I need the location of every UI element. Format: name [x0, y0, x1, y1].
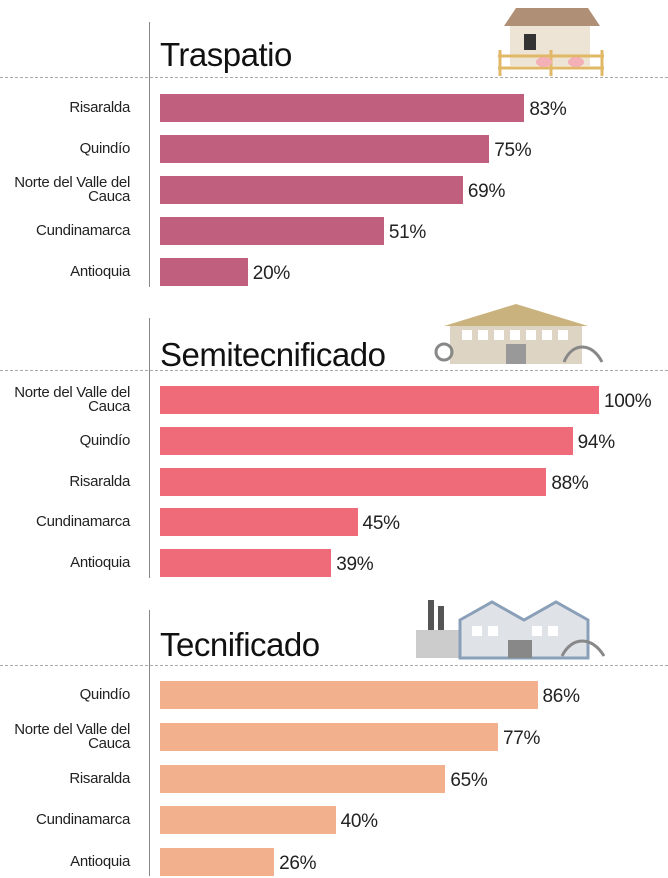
value-label: 100% — [604, 391, 652, 412]
bar — [160, 217, 384, 245]
bar — [160, 681, 538, 709]
chart-title: Traspatio — [160, 36, 292, 73]
bar — [160, 722, 499, 751]
barn-icon — [434, 304, 604, 364]
category-label: Risaralda — [69, 472, 130, 490]
bar — [160, 135, 490, 163]
divider — [0, 370, 668, 371]
bar — [160, 508, 358, 537]
farm-icon — [498, 8, 604, 76]
bar — [160, 386, 599, 414]
value-label: 51% — [388, 222, 427, 243]
value-label: 20% — [252, 263, 290, 284]
category-label: Norte del Valle del Cauca — [14, 720, 130, 752]
value-label: 86% — [542, 686, 580, 707]
bar — [160, 549, 332, 577]
section-axis — [149, 22, 150, 287]
category-label: Norte del Valle del Cauca — [14, 384, 130, 415]
section-axis — [149, 610, 150, 876]
bar — [160, 94, 525, 122]
bar — [160, 176, 463, 204]
value-label: 45% — [362, 513, 400, 535]
divider — [0, 665, 668, 666]
category-label: Cundinamarca — [36, 811, 130, 829]
category-label: Norte del Valle del Cauca — [14, 174, 130, 205]
value-label: 75% — [494, 140, 532, 161]
factory-icon — [416, 600, 606, 660]
chart-title: Semitecnificado — [160, 336, 386, 373]
value-label: 65% — [450, 769, 488, 791]
category-label: Antioquia — [70, 554, 130, 571]
bar — [160, 848, 275, 876]
category-label: Quindío — [79, 140, 131, 157]
value-label: 26% — [279, 853, 317, 874]
category-label: Risaralda — [69, 769, 130, 787]
value-label: 88% — [551, 472, 589, 494]
bar — [160, 426, 573, 455]
bar — [160, 467, 547, 496]
category-label: Antioquia — [70, 853, 130, 870]
value-label: 77% — [503, 727, 541, 749]
bar — [160, 764, 446, 793]
category-label: Antioquia — [70, 263, 130, 280]
category-label: Cundinamarca — [36, 222, 130, 239]
value-label: 40% — [340, 811, 378, 833]
value-label: 39% — [336, 554, 374, 575]
bar — [160, 258, 248, 286]
category-label: Quindío — [79, 686, 131, 703]
value-label: 94% — [577, 431, 615, 453]
section-axis — [149, 318, 150, 578]
bar — [160, 806, 336, 835]
value-label: 83% — [529, 99, 567, 120]
divider — [0, 77, 668, 78]
category-label: Cundinamarca — [36, 513, 130, 531]
value-label: 69% — [467, 181, 506, 202]
chart-title: Tecnificado — [160, 626, 320, 663]
category-label: Quindío — [79, 431, 131, 449]
category-label: Risaralda — [69, 99, 130, 116]
